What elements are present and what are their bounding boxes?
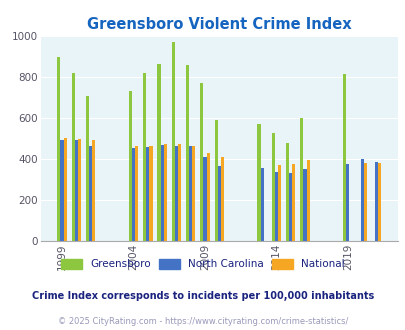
Bar <box>132 148 135 241</box>
Bar <box>185 65 189 241</box>
Title: Greensboro Violent Crime Index: Greensboro Violent Crime Index <box>87 17 351 32</box>
Bar <box>306 160 309 241</box>
Bar <box>360 159 363 241</box>
Bar <box>149 146 152 241</box>
Bar <box>345 164 349 241</box>
Bar <box>192 146 195 241</box>
Bar <box>374 162 377 241</box>
Bar <box>78 139 81 241</box>
Bar <box>288 173 292 241</box>
Bar <box>342 74 345 241</box>
Text: Crime Index corresponds to incidents per 100,000 inhabitants: Crime Index corresponds to incidents per… <box>32 291 373 301</box>
Bar <box>203 157 206 241</box>
Bar <box>157 64 160 241</box>
Bar <box>220 157 224 241</box>
Bar <box>86 96 89 241</box>
Bar <box>363 163 366 241</box>
Bar <box>303 169 306 241</box>
Bar <box>292 164 295 241</box>
Bar <box>175 146 177 241</box>
Bar <box>214 120 217 241</box>
Bar <box>128 90 132 241</box>
Bar <box>277 165 280 241</box>
Bar <box>135 146 138 241</box>
Bar <box>163 144 166 241</box>
Bar <box>271 134 274 241</box>
Bar <box>300 118 303 241</box>
Bar <box>71 73 75 241</box>
Bar <box>143 73 146 241</box>
Bar <box>160 145 163 241</box>
Text: © 2025 CityRating.com - https://www.cityrating.com/crime-statistics/: © 2025 CityRating.com - https://www.city… <box>58 317 347 326</box>
Bar <box>171 43 175 241</box>
Legend: Greensboro, North Carolina, National: Greensboro, North Carolina, National <box>57 254 348 273</box>
Bar <box>75 140 78 241</box>
Bar <box>146 147 149 241</box>
Bar <box>60 140 64 241</box>
Bar <box>377 163 380 241</box>
Bar <box>274 172 277 241</box>
Bar <box>89 146 92 241</box>
Bar <box>257 124 260 241</box>
Bar <box>260 168 263 241</box>
Bar <box>200 83 203 241</box>
Bar <box>189 146 192 241</box>
Bar <box>57 57 60 241</box>
Bar <box>285 143 288 241</box>
Bar <box>217 166 220 241</box>
Bar <box>64 138 66 241</box>
Bar <box>206 153 209 241</box>
Bar <box>177 144 181 241</box>
Bar <box>92 140 95 241</box>
